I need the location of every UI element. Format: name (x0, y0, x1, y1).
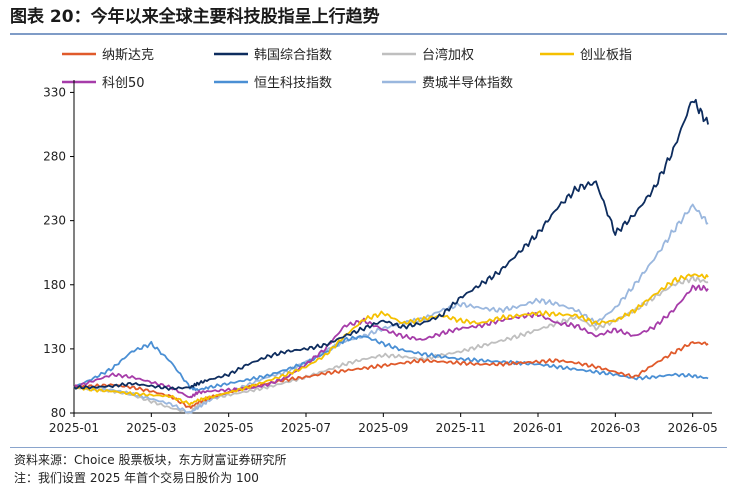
x-tick-label: 2026-01 (513, 421, 563, 435)
legend-label: 创业板指 (580, 48, 632, 63)
footer-divider (10, 447, 727, 448)
title-divider (10, 33, 727, 35)
y-tick-label: 230 (43, 214, 66, 228)
series-line-2 (73, 274, 709, 415)
legend-label: 科创50 (102, 76, 145, 91)
series-line-6 (73, 203, 709, 414)
legend-label: 台湾加权 (422, 47, 474, 63)
series-line-4 (73, 284, 709, 399)
y-tick-label: 330 (43, 85, 66, 99)
series-line-3 (73, 273, 709, 406)
series-line-0 (73, 341, 709, 409)
chart-axes: 80 130 180 230 280 330 2025-01 2025-03 2025-05 20… (43, 80, 718, 435)
series-line-1 (73, 98, 709, 391)
y-tick-label: 130 (43, 342, 66, 356)
y-tick-label: 180 (43, 278, 66, 292)
source-note: 资料来源：Choice 股票板块，东方财富证券研究所 (14, 453, 287, 467)
legend-label: 恒生科技指数 (254, 76, 332, 91)
x-tick-label: 2025-05 (204, 421, 254, 435)
y-tick-label: 280 (43, 150, 66, 164)
x-tick-label: 2025-03 (126, 421, 176, 435)
figure-title: 图表 20：今年以来全球主要科技股指呈上行趋势 (10, 7, 380, 27)
x-tick-label: 2026-05 (668, 421, 718, 435)
plot-lines (73, 98, 709, 415)
baseline-note: 注：我们设置 2025 年首个交易日股价为 100 (14, 471, 259, 485)
x-tick-label: 2025-01 (49, 421, 99, 435)
legend-label: 韩国综合指数 (254, 48, 332, 63)
x-tick-label: 2025-11 (436, 421, 486, 435)
x-tick-label: 2026-03 (590, 421, 640, 435)
legend-label: 纳斯达克 (102, 48, 154, 63)
x-tick-label: 2025-07 (281, 421, 331, 435)
y-tick-label: 80 (51, 406, 66, 420)
legend-label: 费城半导体指数 (422, 76, 513, 91)
series-line-5 (73, 335, 709, 392)
x-tick-label: 2025-09 (358, 421, 408, 435)
